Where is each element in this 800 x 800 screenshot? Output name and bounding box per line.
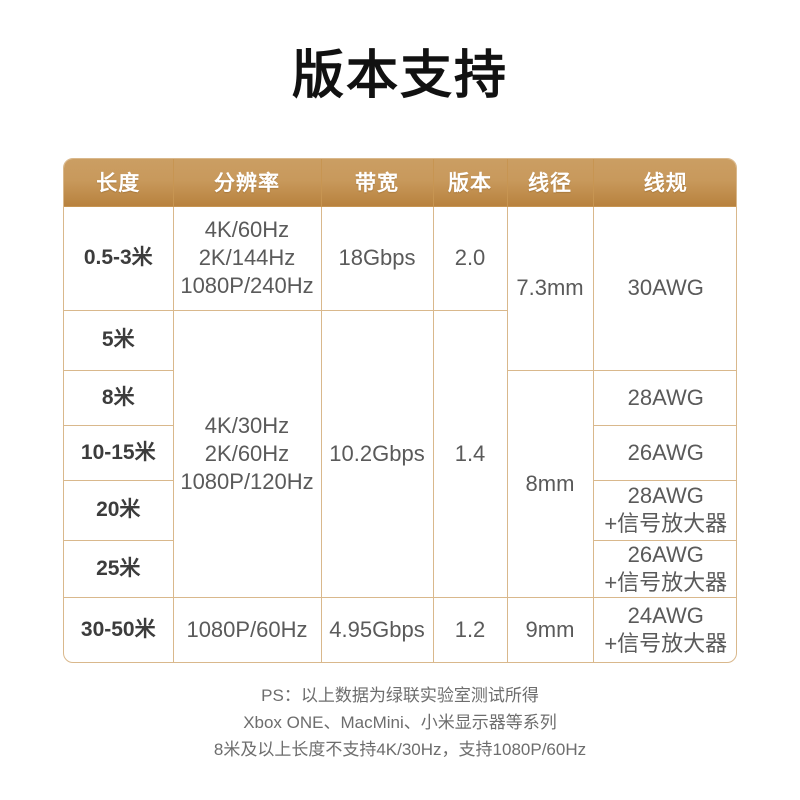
note-line-3: 8米及以上长度不支持4K/30Hz，支持1080P/60Hz bbox=[213, 740, 587, 759]
cell-length-20m: 20米 bbox=[64, 479, 174, 541]
cell-diameter-block-2: 8mm bbox=[506, 369, 594, 598]
column-header-version: 版本 bbox=[432, 159, 508, 207]
table-row: 25米 26AWG +信号放大器 bbox=[64, 539, 736, 598]
cell-gauge-10-15m: 26AWG bbox=[592, 424, 736, 481]
spec-table: 长度 分辨率 带宽 版本 线径 线规 0.5-3米 4K/60Hz 2K/144… bbox=[64, 159, 736, 662]
cell-version-block-1: 2.0 bbox=[432, 205, 508, 311]
resolution-line-2: 2K/60Hz bbox=[204, 440, 290, 466]
column-header-bandwidth: 带宽 bbox=[320, 159, 434, 207]
cell-gauge-25m: 26AWG +信号放大器 bbox=[592, 539, 736, 598]
gauge-line-2: +信号放大器 bbox=[604, 569, 728, 595]
cell-length-8m: 8米 bbox=[64, 369, 174, 426]
cell-gauge-30-50m: 24AWG +信号放大器 bbox=[592, 596, 736, 662]
cell-resolution-block-1: 4K/60Hz 2K/144Hz 1080P/240Hz bbox=[172, 205, 322, 311]
cell-version-block-2: 1.4 bbox=[432, 309, 507, 598]
resolution-line-1: 4K/60Hz bbox=[204, 217, 290, 242]
cell-diameter-block-3: 9mm bbox=[506, 596, 594, 662]
gauge-line-1: 28AWG bbox=[627, 483, 704, 508]
cell-diameter-block-1: 7.3mm bbox=[506, 205, 594, 371]
table-row: 30-50米 1080P/60Hz 4.95Gbps 1.2 9mm 24AWG… bbox=[64, 596, 736, 662]
cell-length-5m: 5米 bbox=[64, 309, 174, 371]
page-title: 版本支持 bbox=[291, 46, 508, 106]
cell-length-10-15m: 10-15米 bbox=[64, 424, 174, 481]
gauge-line-2: +信号放大器 bbox=[604, 511, 728, 536]
cell-length-30-50m: 30-50米 bbox=[64, 596, 174, 662]
note-line-2: Xbox ONE、MacMini、小米显示器等系列 bbox=[243, 713, 557, 732]
note-line-1: PS：以上数据为绿联实验室测试所得 bbox=[261, 686, 539, 705]
column-header-length: 长度 bbox=[64, 159, 174, 207]
table-row: 5米 4K/30Hz 2K/60Hz 1080P/120Hz 10.2Gbps … bbox=[64, 309, 736, 598]
column-header-gauge: 线规 bbox=[592, 159, 736, 207]
resolution-line-3: 1080P/240Hz bbox=[180, 273, 314, 298]
cell-length-25m: 25米 bbox=[64, 539, 174, 598]
table-body: 0.5-3米 4K/60Hz 2K/144Hz 1080P/240Hz 18Gb… bbox=[64, 205, 736, 662]
cell-gauge-8m: 28AWG bbox=[592, 369, 736, 426]
table-header-row: 长度 分辨率 带宽 版本 线径 线规 bbox=[64, 159, 736, 207]
gauge-line-2: +信号放大器 bbox=[604, 630, 728, 656]
cell-version-block-3: 1.2 bbox=[432, 596, 508, 662]
table-row: 10-15米 26AWG bbox=[64, 424, 736, 481]
cell-bandwidth-block-1: 18Gbps bbox=[320, 205, 434, 311]
footer-notes: PS：以上数据为绿联实验室测试所得 Xbox ONE、MacMini、小米显示器… bbox=[0, 682, 800, 763]
cell-bandwidth-block-3: 4.95Gbps bbox=[320, 596, 434, 662]
cell-resolution-block-3: 1080P/60Hz bbox=[172, 596, 322, 662]
resolution-line-1: 4K/30Hz bbox=[204, 412, 290, 438]
cell-bandwidth-block-2: 10.2Gbps bbox=[320, 309, 434, 598]
cell-gauge-20m: 28AWG +信号放大器 bbox=[592, 479, 736, 541]
table-row: 0.5-3米 4K/60Hz 2K/144Hz 1080P/240Hz 18Gb… bbox=[64, 205, 736, 371]
column-header-diameter: 线径 bbox=[506, 159, 594, 207]
cell-gauge-block-1: 30AWG bbox=[592, 205, 736, 371]
gauge-line-1: 26AWG bbox=[627, 541, 704, 567]
column-header-resolution: 分辨率 bbox=[172, 159, 322, 207]
gauge-line-1: 24AWG bbox=[627, 602, 704, 628]
cell-resolution-block-2: 4K/30Hz 2K/60Hz 1080P/120Hz bbox=[172, 309, 322, 598]
resolution-line-2: 2K/144Hz bbox=[198, 245, 296, 270]
table-row: 20米 28AWG +信号放大器 bbox=[64, 479, 736, 541]
table-header: 长度 分辨率 带宽 版本 线径 线规 bbox=[64, 159, 736, 207]
resolution-line-3: 1080P/120Hz bbox=[180, 468, 314, 494]
spec-table-container: 长度 分辨率 带宽 版本 线径 线规 0.5-3米 4K/60Hz 2K/144… bbox=[63, 158, 737, 663]
cell-length-0_5-3m: 0.5-3米 bbox=[64, 205, 174, 311]
